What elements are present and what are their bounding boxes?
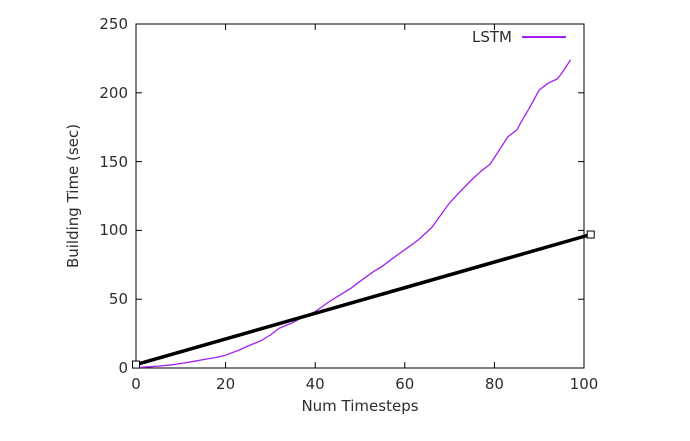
legend-line-sample-icon — [522, 36, 566, 38]
x-tick-label: 100 — [569, 375, 599, 393]
x-tick-label: 20 — [216, 375, 236, 393]
x-tick-label: 80 — [484, 375, 504, 393]
series-marker-baseline — [586, 230, 595, 239]
x-axis-label: Num Timesteps — [301, 397, 419, 415]
series-line-lstm — [135, 59, 572, 369]
y-tick-label: 250 — [99, 15, 128, 33]
y-tick-label: 200 — [99, 83, 128, 102]
series-marker-baseline — [132, 360, 140, 369]
plot-border — [135, 23, 585, 369]
y-axis-label: Building Time (sec) — [64, 123, 82, 269]
y-tick-label: 150 — [99, 152, 128, 171]
x-tick-label: 0 — [131, 375, 141, 393]
x-tick-label: 60 — [395, 375, 415, 393]
x-tick-label: 40 — [305, 375, 325, 393]
y-tick-label: 50 — [108, 290, 128, 309]
legend: LSTM — [392, 28, 572, 46]
y-tick-label: 0 — [118, 359, 128, 377]
series-line-baseline — [135, 232, 592, 367]
y-tick-label: 100 — [99, 221, 128, 240]
legend-label-lstm: LSTM — [472, 28, 512, 46]
